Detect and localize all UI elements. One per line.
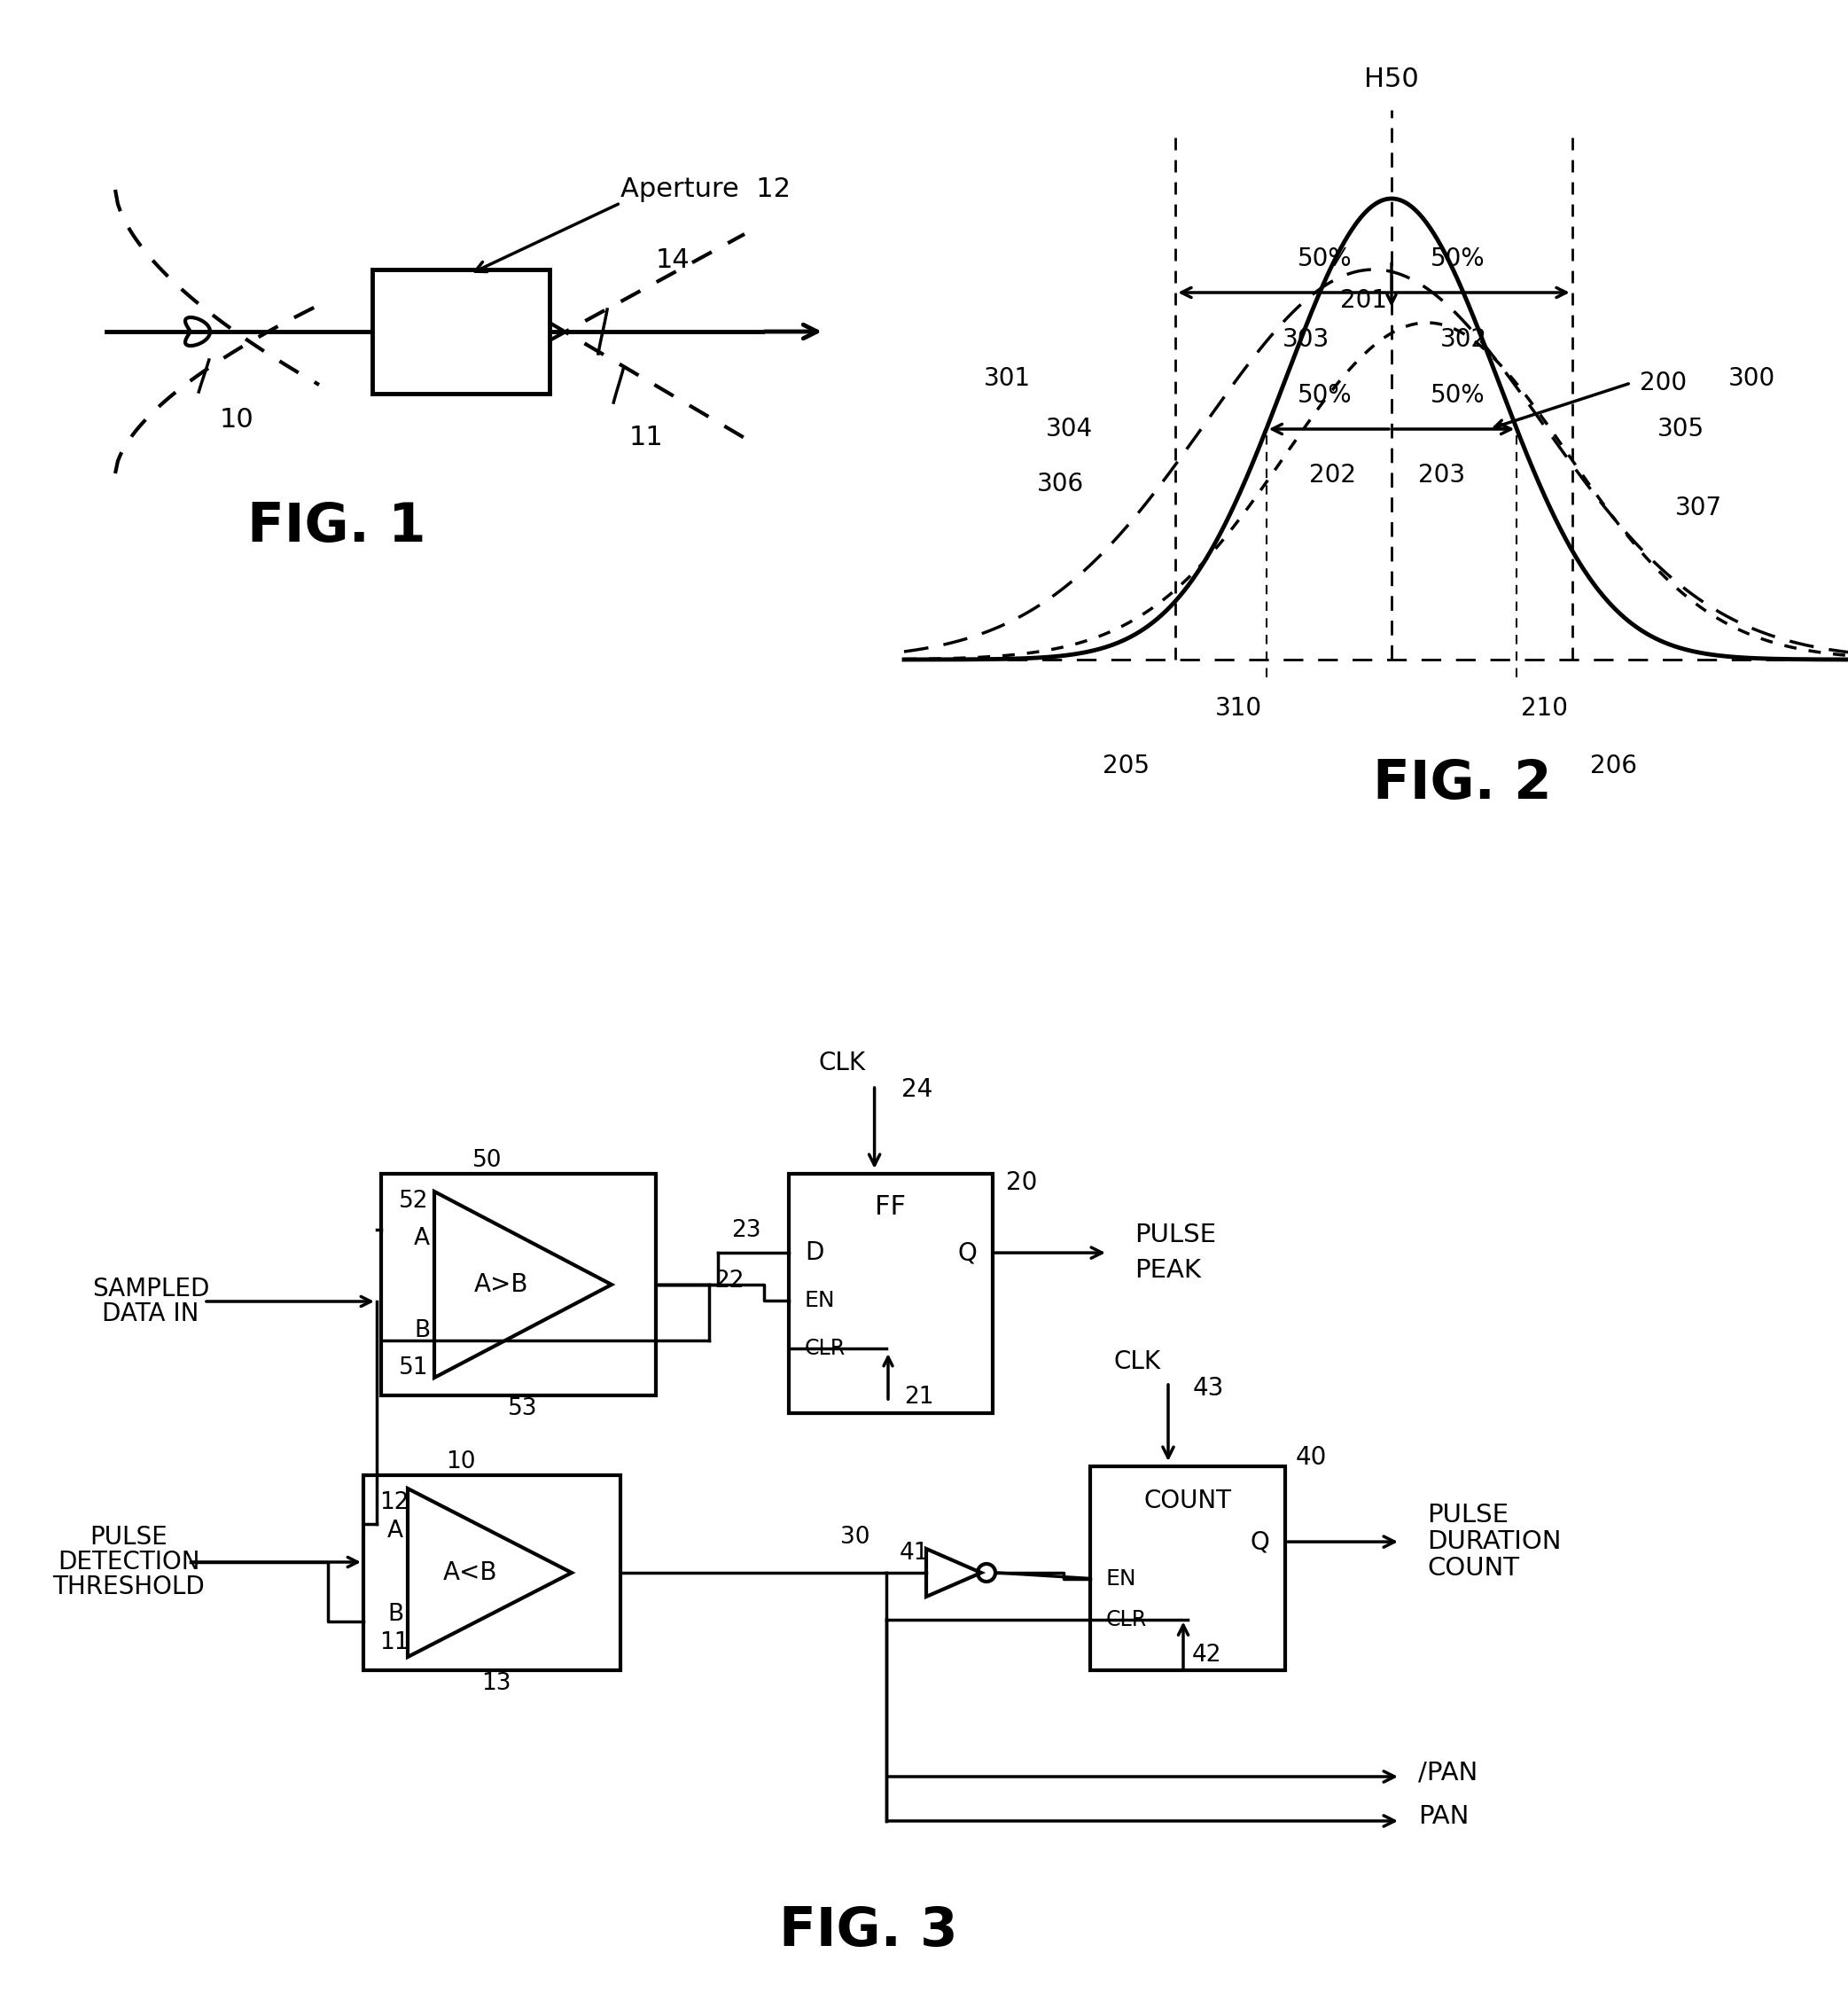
Text: 201: 201: [1340, 288, 1388, 312]
Text: PULSE: PULSE: [1135, 1222, 1216, 1248]
Bar: [789, 1173, 992, 1413]
Text: 23: 23: [732, 1220, 761, 1242]
Text: 307: 307: [1674, 496, 1722, 520]
Text: 11: 11: [379, 1631, 408, 1655]
Text: D: D: [804, 1240, 824, 1266]
Text: PULSE: PULSE: [91, 1524, 168, 1550]
Text: 11: 11: [630, 425, 663, 452]
Text: 13: 13: [482, 1671, 512, 1695]
Text: B: B: [414, 1320, 431, 1343]
Text: FIG. 2: FIG. 2: [1373, 758, 1552, 810]
Text: A: A: [388, 1520, 403, 1542]
Text: 303: 303: [1283, 327, 1329, 353]
Text: /PAN: /PAN: [1417, 1760, 1478, 1784]
Text: 203: 203: [1417, 464, 1465, 488]
Text: 50: 50: [473, 1149, 503, 1171]
Text: 50%: 50%: [1430, 383, 1486, 407]
Text: EN: EN: [804, 1290, 835, 1310]
Text: FIG. 1: FIG. 1: [248, 500, 427, 552]
Text: CLK: CLK: [1114, 1349, 1161, 1375]
Text: CLK: CLK: [819, 1050, 865, 1075]
Text: 206: 206: [1589, 754, 1637, 778]
Text: A>B: A>B: [475, 1272, 529, 1296]
Text: 20: 20: [1005, 1169, 1037, 1195]
Text: 24: 24: [902, 1077, 931, 1103]
Text: 42: 42: [1192, 1643, 1222, 1667]
Text: 14: 14: [656, 248, 691, 274]
Text: 21: 21: [904, 1385, 933, 1409]
Text: 202: 202: [1308, 464, 1356, 488]
Text: EN: EN: [1107, 1568, 1137, 1589]
Text: 50%: 50%: [1430, 246, 1486, 272]
Text: 12: 12: [379, 1492, 408, 1514]
Text: 51: 51: [399, 1357, 429, 1379]
Text: DETECTION: DETECTION: [57, 1550, 200, 1574]
Bar: [381, 1173, 656, 1395]
Text: COUNT: COUNT: [1144, 1488, 1231, 1514]
Text: DURATION: DURATION: [1427, 1530, 1562, 1554]
Text: PEAK: PEAK: [1135, 1258, 1201, 1282]
Text: 210: 210: [1521, 696, 1569, 722]
Text: SAMPLED: SAMPLED: [92, 1276, 209, 1302]
Text: FIG. 3: FIG. 3: [780, 1905, 957, 1958]
Text: PULSE: PULSE: [1427, 1502, 1508, 1528]
Text: 205: 205: [1101, 754, 1149, 778]
Text: Aperture  12: Aperture 12: [621, 177, 791, 202]
Text: 30: 30: [841, 1526, 870, 1548]
Text: 41: 41: [900, 1542, 930, 1564]
Text: Q: Q: [1249, 1530, 1270, 1554]
Text: COUNT: COUNT: [1427, 1556, 1519, 1581]
Text: 22: 22: [715, 1270, 745, 1292]
Text: 302: 302: [1440, 327, 1488, 353]
Text: CLR: CLR: [804, 1339, 846, 1359]
Text: B: B: [388, 1603, 403, 1627]
Text: CLR: CLR: [1107, 1609, 1148, 1629]
Text: 310: 310: [1214, 696, 1262, 722]
Text: 40: 40: [1295, 1445, 1327, 1470]
Text: 200: 200: [1639, 371, 1687, 395]
Text: 50%: 50%: [1297, 383, 1353, 407]
Bar: [371, 270, 549, 393]
Text: 43: 43: [1194, 1375, 1225, 1401]
Text: A<B: A<B: [444, 1560, 497, 1585]
Text: 301: 301: [983, 367, 1031, 391]
Text: A: A: [414, 1226, 431, 1250]
Text: 10: 10: [220, 407, 255, 433]
Text: Q: Q: [957, 1240, 978, 1266]
Text: 305: 305: [1658, 417, 1704, 442]
Text: DATA IN: DATA IN: [102, 1302, 200, 1327]
Text: 50%: 50%: [1297, 246, 1353, 272]
Text: H50: H50: [1364, 67, 1419, 93]
Bar: [1090, 1466, 1284, 1669]
Text: 53: 53: [508, 1397, 538, 1419]
Bar: [364, 1476, 621, 1669]
Text: 306: 306: [1037, 472, 1085, 496]
Text: 300: 300: [1728, 367, 1776, 391]
Text: 52: 52: [399, 1189, 429, 1214]
Text: 304: 304: [1046, 417, 1092, 442]
Text: FF: FF: [876, 1193, 906, 1220]
Text: 10: 10: [445, 1450, 475, 1474]
Text: THRESHOLD: THRESHOLD: [52, 1574, 205, 1599]
Text: PAN: PAN: [1417, 1804, 1469, 1829]
